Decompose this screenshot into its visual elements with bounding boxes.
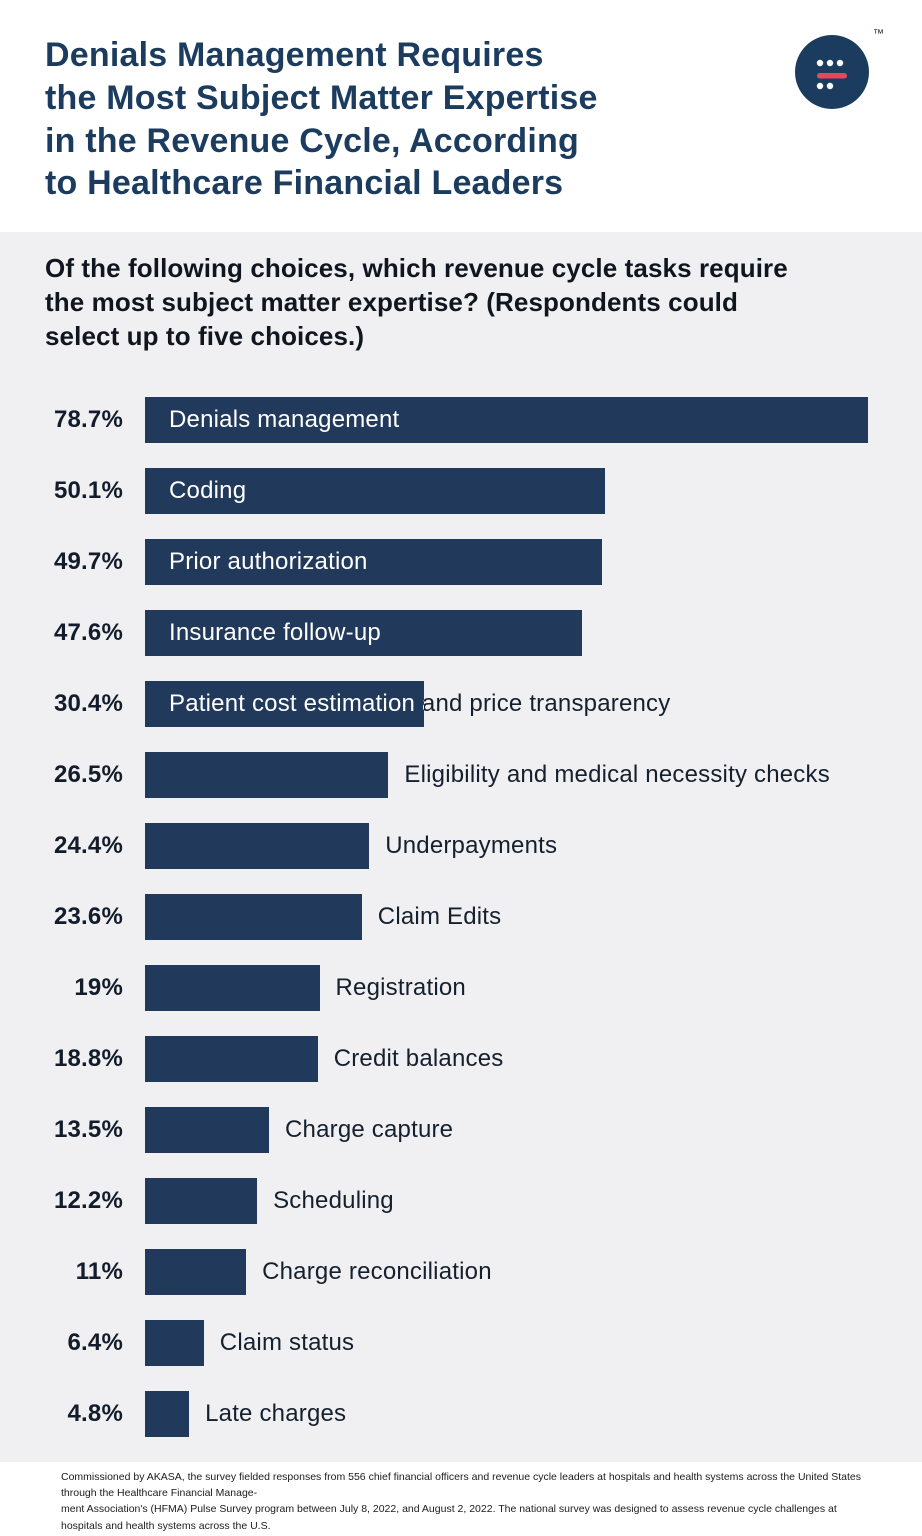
bar: Coding: [145, 468, 606, 515]
bar-track: Patient cost estimation and price transp…: [145, 681, 868, 728]
chart-row: 4.8% Late charges Late charges: [45, 1391, 880, 1438]
bar-category-label: Credit balances: [333, 1045, 504, 1073]
bar-value-label: 11%: [75, 1258, 123, 1286]
bar-track: Claim Edits Claim Edits: [145, 894, 868, 941]
bar: Charge reconciliation: [145, 1249, 247, 1296]
chart-row: 18.8% Credit balances Credit balances: [45, 1036, 880, 1083]
bar-track: Charge capture Charge capture: [145, 1107, 868, 1154]
bar-track: Claim status Claim status: [145, 1320, 868, 1367]
bar: Registration: [145, 965, 320, 1012]
chart-row: 6.4% Claim status Claim status: [45, 1320, 880, 1367]
bar-category-label: Claim status: [219, 1329, 355, 1357]
chart-row: 12.2% Scheduling Scheduling: [45, 1178, 880, 1225]
bar: Charge capture: [145, 1107, 269, 1154]
bar-value-label: 12.2%: [53, 1187, 123, 1215]
chart-row: 30.4% Patient cost estimation and price …: [45, 681, 880, 728]
chart-row: 24.4% Underpayments Underpayments: [45, 823, 880, 870]
bar-category-label: Scheduling: [273, 1187, 394, 1215]
bar: Claim Edits: [145, 894, 362, 941]
bar-track: Prior authorization Prior authorization: [145, 539, 868, 586]
bar-track: Underpayments Underpayments: [145, 823, 868, 870]
bar-value-label: 13.5%: [53, 1116, 123, 1144]
bar: Insurance follow-up: [145, 610, 583, 657]
bar: Denials management: [145, 397, 868, 444]
bar-track: Coding Coding: [145, 468, 868, 515]
bar: Credit balances: [145, 1036, 318, 1083]
bar: Scheduling: [145, 1178, 258, 1225]
chart-row: 26.5% Eligibility and medical necessity …: [45, 752, 880, 799]
bar-value-label: 26.5%: [53, 761, 123, 789]
bar: Patient cost estimation and price transp…: [145, 681, 425, 728]
chart-row: 13.5% Charge capture Charge capture: [45, 1107, 880, 1154]
bar-value-label: 50.1%: [53, 477, 123, 505]
bar-track: Scheduling Scheduling: [145, 1178, 868, 1225]
bar-category-label: Registration: [335, 974, 466, 1002]
bar-track: Registration Registration: [145, 965, 868, 1012]
header: Denials Management Requires the Most Sub…: [0, 0, 922, 232]
bar-category-label: Charge reconciliation: [262, 1258, 492, 1286]
bar-value-label: 49.7%: [53, 548, 123, 576]
bar-category-label: Underpayments: [385, 832, 558, 860]
source-note: Commissioned by AKASA, the survey fielde…: [61, 1470, 861, 1532]
bar-value-label: 23.6%: [53, 903, 123, 931]
bar: Late charges: [145, 1391, 190, 1438]
bar-value-label: 78.7%: [53, 406, 123, 434]
chart-question: Of the following choices, which revenue …: [45, 253, 788, 351]
trademark-symbol: ™: [873, 28, 884, 40]
chart-row: 47.6% Insurance follow-up Insurance foll…: [45, 610, 880, 657]
bar-category-label: Claim Edits: [377, 903, 502, 931]
bar-value-label: 24.4%: [53, 832, 123, 860]
chart-row: 11% Charge reconciliation Charge reconci…: [45, 1249, 880, 1296]
bar: Claim status: [145, 1320, 204, 1367]
footer: Commissioned by AKASA, the survey fielde…: [0, 1462, 922, 1536]
chart-row: 78.7% Denials management Denials managem…: [45, 397, 880, 444]
bar-value-label: 18.8%: [53, 1045, 123, 1073]
bar: Eligibility and medical necessity checks: [145, 752, 389, 799]
chart-row: 23.6% Claim Edits Claim Edits: [45, 894, 880, 941]
bar: Underpayments: [145, 823, 370, 870]
page-title: Denials Management Requires the Most Sub…: [45, 36, 598, 203]
bar: Prior authorization: [145, 539, 602, 586]
bar-category-label-inside: Prior authorization: [169, 548, 368, 576]
bar-value-label: 4.8%: [67, 1400, 123, 1428]
bar-track: Late charges Late charges: [145, 1391, 868, 1438]
bar-value-label: 47.6%: [53, 619, 123, 647]
bar-value-label: 19%: [74, 974, 123, 1002]
chart-panel: Of the following choices, which revenue …: [0, 232, 922, 1463]
bar-track: Credit balances Credit balances: [145, 1036, 868, 1083]
bar-category-label-inside: Patient cost estimation and price transp…: [169, 690, 424, 718]
bar-track: Insurance follow-up Insurance follow-up: [145, 610, 868, 657]
bar-value-label: 6.4%: [67, 1329, 123, 1357]
bar-track: Eligibility and medical necessity checks…: [145, 752, 868, 799]
akasa-logo-icon: [795, 35, 869, 109]
chart-row: 49.7% Prior authorization Prior authoriz…: [45, 539, 880, 586]
brand-logo: ™: [794, 28, 884, 120]
chart-rows: 78.7% Denials management Denials managem…: [45, 397, 880, 1438]
bar-category-label-inside: Insurance follow-up: [169, 619, 381, 647]
bar-category-label-inside: Coding: [169, 477, 247, 505]
bar-category-label: Eligibility and medical necessity checks: [404, 761, 830, 789]
chart-row: 50.1% Coding Coding: [45, 468, 880, 515]
chart-row: 19% Registration Registration: [45, 965, 880, 1012]
bar-track: Charge reconciliation Charge reconciliat…: [145, 1249, 868, 1296]
bar-track: Denials management Denials management: [145, 397, 868, 444]
bar-value-label: 30.4%: [53, 690, 123, 718]
bar-category-label: Late charges: [205, 1400, 347, 1428]
bar-category-label-inside: Denials management: [169, 406, 400, 434]
bar-category-label: Charge capture: [285, 1116, 454, 1144]
